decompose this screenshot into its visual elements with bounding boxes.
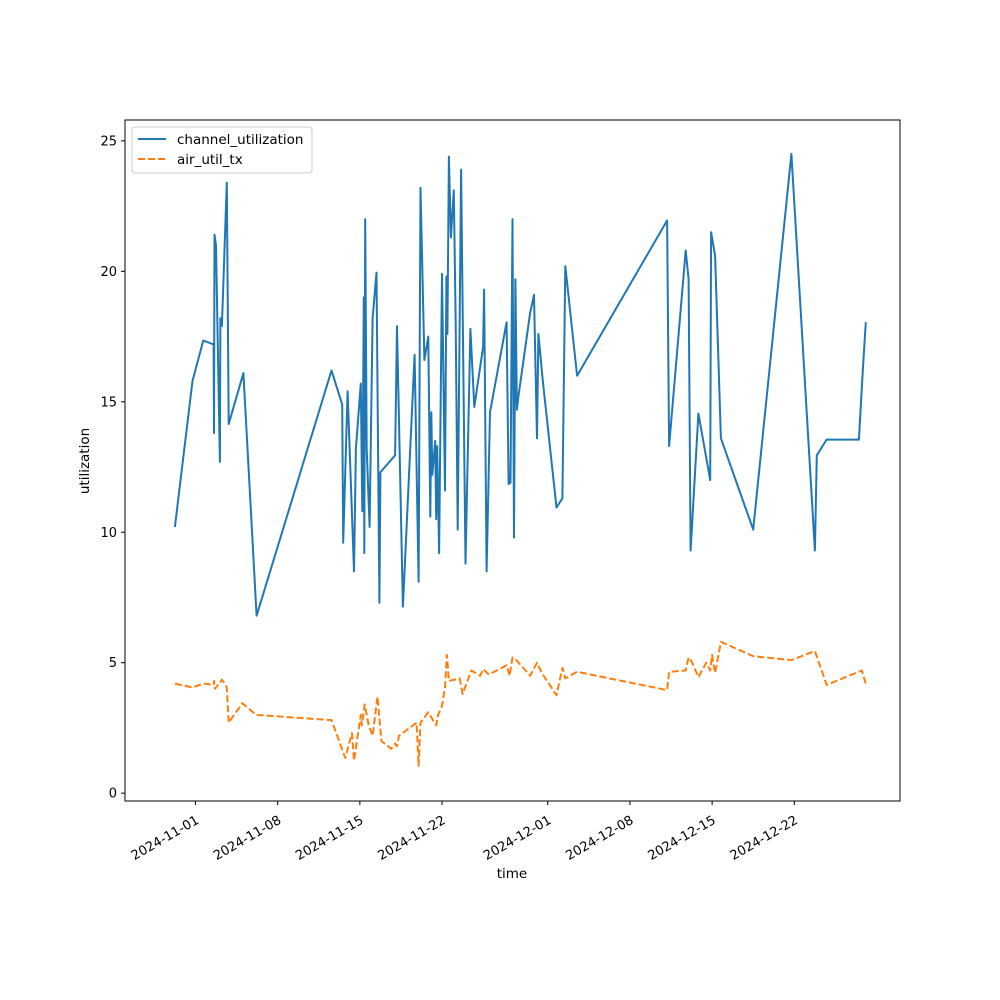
x-axis: 2024-11-01 2024-11-08 2024-11-15 2024-11-22… [129,801,801,864]
y-tick-label: 20 [100,265,117,280]
y-tick-label: 5 [109,656,117,671]
x-tick-label: 2024-11-22 [376,813,449,864]
x-tick-label: 2024-12-15 [646,813,719,864]
legend-label-channel_utilization: channel_utilization [177,132,304,148]
x-tick-label: 2024-11-01 [129,813,202,864]
x-tick-label: 2024-12-22 [728,813,801,864]
x-tick-label: 2024-12-08 [563,813,636,864]
x-tick-label: 2024-11-08 [211,813,284,864]
x-axis-label: time [497,866,528,882]
y-axis-label: utilization [77,428,93,494]
legend-label-air_util_tx: air_util_tx [177,152,243,168]
plot-frame [124,119,901,802]
legend: channel_utilization air_util_tx [131,126,313,174]
series-layer [173,152,867,767]
x-tick-label: 2024-11-15 [293,813,366,864]
y-tick-label: 10 [100,526,117,541]
legend-box [131,126,313,174]
series-line-channel_utilization [173,152,867,617]
series-line-air_util_tx [174,640,867,767]
y-tick-label: 25 [100,134,117,149]
y-tick-label: 15 [100,395,117,410]
x-tick-label: 2024-12-01 [481,813,554,864]
y-tick-label: 0 [109,787,117,802]
y-axis: 0 5 10 15 20 25 [100,134,125,802]
